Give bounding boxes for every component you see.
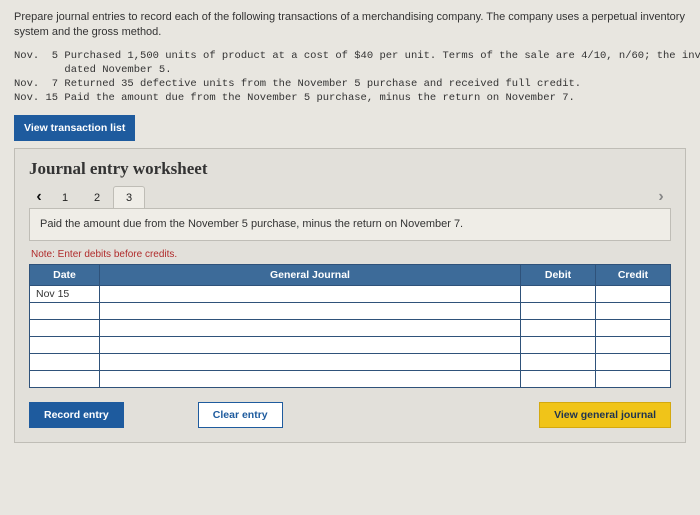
col-header-credit: Credit	[596, 265, 671, 286]
date-cell[interactable]	[30, 303, 100, 320]
table-row: Nov 15	[30, 286, 671, 303]
account-cell[interactable]	[100, 371, 521, 388]
col-header-date: Date	[30, 265, 100, 286]
tx-line-3: Nov. 7 Returned 35 defective units from …	[14, 78, 581, 90]
journal-entry-panel: Journal entry worksheet ‹ 1 2 3 › Paid t…	[14, 148, 686, 443]
debit-cell[interactable]	[521, 337, 596, 354]
debit-cell[interactable]	[521, 303, 596, 320]
tab-step-3[interactable]: 3	[113, 186, 145, 208]
debits-before-credits-note: Note: Enter debits before credits.	[31, 249, 669, 260]
credit-cell[interactable]	[596, 320, 671, 337]
date-cell[interactable]	[30, 371, 100, 388]
button-row: Record entry Clear entry View general jo…	[29, 402, 671, 428]
account-cell[interactable]	[100, 354, 521, 371]
view-general-journal-button[interactable]: View general journal	[539, 402, 671, 428]
panel-title: Journal entry worksheet	[29, 159, 671, 179]
table-row	[30, 303, 671, 320]
step-tabs: ‹ 1 2 3 ›	[29, 185, 671, 209]
tx-line-2: dated November 5.	[14, 64, 172, 76]
account-cell[interactable]	[100, 337, 521, 354]
date-cell[interactable]: Nov 15	[30, 286, 100, 303]
table-row	[30, 354, 671, 371]
table-row	[30, 337, 671, 354]
debit-cell[interactable]	[521, 354, 596, 371]
credit-cell[interactable]	[596, 371, 671, 388]
view-transaction-list-button[interactable]: View transaction list	[14, 115, 135, 141]
credit-cell[interactable]	[596, 303, 671, 320]
credit-cell[interactable]	[596, 337, 671, 354]
journal-entry-table: Date General Journal Debit Credit Nov 15	[29, 264, 671, 388]
clear-entry-button[interactable]: Clear entry	[198, 402, 283, 428]
account-cell[interactable]	[100, 286, 521, 303]
account-cell[interactable]	[100, 320, 521, 337]
col-header-general-journal: General Journal	[100, 265, 521, 286]
problem-prompt: Prepare journal entries to record each o…	[14, 10, 686, 41]
transaction-list: Nov. 5 Purchased 1,500 units of product …	[14, 49, 686, 106]
step-description: Paid the amount due from the November 5 …	[29, 208, 671, 241]
tx-line-4: Nov. 15 Paid the amount due from the Nov…	[14, 92, 575, 104]
tab-step-1[interactable]: 1	[49, 186, 81, 208]
date-cell[interactable]	[30, 354, 100, 371]
table-row	[30, 320, 671, 337]
table-row	[30, 371, 671, 388]
chevron-left-icon[interactable]: ‹	[29, 188, 49, 206]
debit-cell[interactable]	[521, 320, 596, 337]
date-cell[interactable]	[30, 320, 100, 337]
debit-cell[interactable]	[521, 286, 596, 303]
date-cell[interactable]	[30, 337, 100, 354]
col-header-debit: Debit	[521, 265, 596, 286]
chevron-right-icon[interactable]: ›	[651, 188, 671, 206]
record-entry-button[interactable]: Record entry	[29, 402, 124, 428]
credit-cell[interactable]	[596, 354, 671, 371]
debit-cell[interactable]	[521, 371, 596, 388]
tx-line-1: Nov. 5 Purchased 1,500 units of product …	[14, 50, 700, 62]
tab-step-2[interactable]: 2	[81, 186, 113, 208]
credit-cell[interactable]	[596, 286, 671, 303]
account-cell[interactable]	[100, 303, 521, 320]
